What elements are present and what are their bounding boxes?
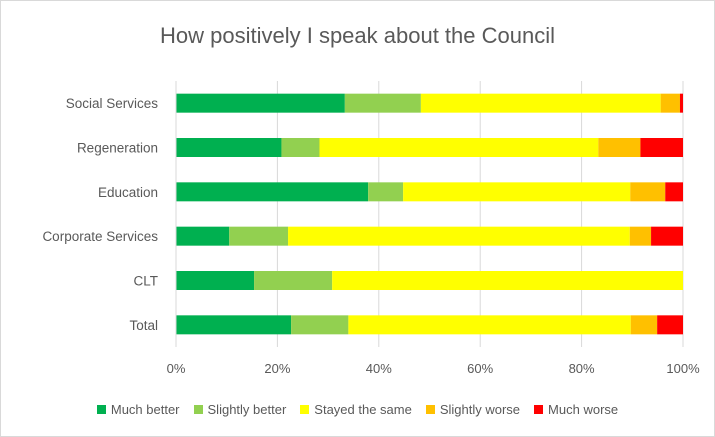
bar-segment (176, 315, 292, 335)
bar-segment (176, 138, 282, 157)
category-label: CLT (133, 274, 158, 289)
legend-swatch (193, 405, 203, 414)
category-label: Total (129, 318, 158, 333)
bar-segment (657, 315, 683, 335)
legend-swatch (425, 405, 435, 414)
bar-segment (254, 271, 333, 290)
x-tick-label: 20% (264, 361, 290, 376)
category-label: Education (98, 185, 158, 200)
bar-segment (598, 138, 641, 157)
bar-segment (629, 226, 652, 246)
x-tick-label: 60% (467, 361, 493, 376)
bar-segment (630, 182, 666, 202)
legend-swatch (96, 405, 106, 414)
legend-item: Slightly worse (425, 402, 521, 417)
bar-segment (176, 226, 230, 246)
chart-legend: Much better Slightly better Stayed the sam… (1, 402, 714, 417)
bar-segment (319, 138, 599, 157)
category-label: Social Services (66, 96, 159, 111)
legend-label: Slightly better (207, 402, 287, 417)
bar-segment (288, 226, 630, 246)
category-label: Regeneration (77, 141, 158, 156)
bar-segment (630, 315, 658, 335)
legend-item: Slightly better (193, 402, 287, 417)
bar-segment (348, 315, 631, 335)
legend-label: Stayed the same (314, 402, 412, 417)
bar-segment (176, 182, 369, 202)
bar-segment (281, 138, 320, 157)
bar-segment (368, 182, 404, 202)
bar-segment (344, 93, 421, 113)
bar-segment (332, 271, 683, 290)
bar-segment (640, 138, 683, 157)
category-label: Corporate Services (42, 229, 158, 244)
bar-segment (651, 226, 683, 246)
legend-label: Slightly worse (439, 402, 521, 417)
legend-label: Much worse (548, 402, 619, 417)
legend-item: Much worse (534, 402, 618, 417)
legend-swatch (534, 405, 544, 414)
bar-segment (291, 315, 349, 335)
bar-segment (176, 271, 255, 290)
bar-segment (176, 93, 345, 113)
bar-segment (660, 93, 680, 113)
x-tick-label: 40% (366, 361, 392, 376)
legend-item: Stayed the same (300, 402, 412, 417)
legend-item: Much better (96, 402, 180, 417)
x-tick-label: 100% (666, 361, 700, 376)
legend-swatch (300, 405, 310, 414)
x-tick-label: 80% (569, 361, 595, 376)
bar-segment (403, 182, 631, 202)
bar-segment (229, 226, 289, 246)
bar-segment (665, 182, 683, 202)
bar-segment (679, 93, 683, 113)
bar-segment (420, 93, 661, 113)
chart-title: How positively I speak about the Council (160, 23, 555, 48)
legend-label: Much better (110, 402, 180, 417)
x-tick-label: 0% (167, 361, 186, 376)
